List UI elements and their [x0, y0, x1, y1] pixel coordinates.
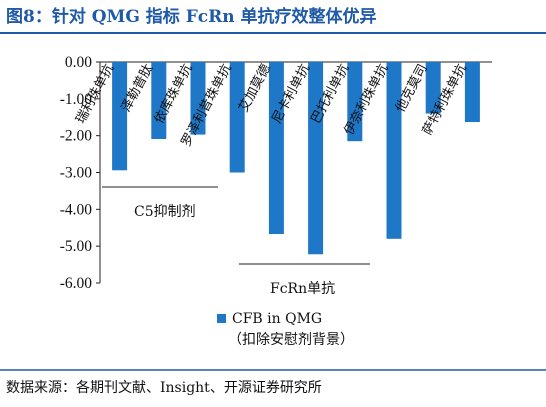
group-c5-label: C5抑制剂 — [134, 204, 196, 220]
legend-swatch — [217, 314, 226, 323]
y-tick-label: -3.00 — [60, 165, 93, 182]
source-note: 数据来源：各期刊文献、Insight、开源证券研究所 — [6, 380, 322, 396]
legend-sublabel: （扣除安慰剂背景） — [228, 331, 354, 348]
group-fcrn-label: FcRn单抗 — [270, 281, 335, 297]
legend: CFB in QMG （扣除安慰剂背景） — [217, 311, 354, 348]
bar — [464, 62, 480, 123]
bar — [386, 62, 402, 239]
y-tick-label: 0.00 — [65, 54, 92, 71]
y-tick-label: -2.00 — [60, 128, 93, 145]
bar — [229, 62, 245, 173]
figure-title: 图8：针对 QMG 指标 FcRn 单抗疗效整体优异 — [6, 6, 377, 27]
bar — [112, 62, 128, 171]
bars — [112, 62, 480, 255]
y-tick-label: -5.00 — [60, 238, 93, 255]
y-tick-label: -6.00 — [60, 275, 93, 292]
bar — [308, 62, 324, 255]
group-fcrn: FcRn单抗 — [239, 263, 370, 297]
bar — [190, 62, 206, 135]
y-tick-label: -1.00 — [60, 91, 93, 108]
bar — [151, 62, 167, 139]
legend-label: CFB in QMG — [232, 311, 322, 327]
bar — [425, 62, 441, 114]
bar — [347, 62, 363, 142]
bar — [268, 62, 284, 235]
group-c5: C5抑制剂 — [102, 186, 218, 220]
y-tick-label: -4.00 — [60, 201, 93, 218]
